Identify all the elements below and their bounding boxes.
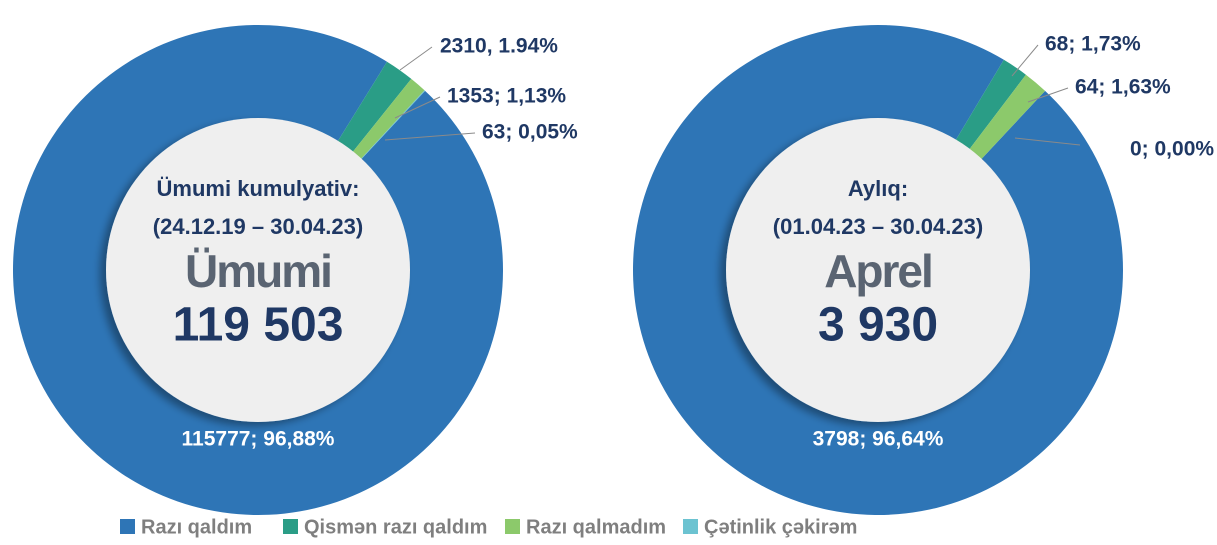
data-label: 63; 0,05% <box>482 121 578 144</box>
center-text: Aylıq: <box>848 176 908 201</box>
leader-line <box>399 46 433 71</box>
donut-slice <box>336 61 412 153</box>
legend-label: Çətinlik çəkirəm <box>704 516 857 538</box>
center-text: Ümumi kumulyativ: <box>157 176 360 201</box>
legend-swatch <box>283 519 298 534</box>
legend-swatch <box>505 519 520 534</box>
data-label: 3798; 96,64% <box>813 428 944 451</box>
legend-swatch <box>120 519 135 534</box>
leader-line <box>1014 137 1081 146</box>
data-label: 68; 1,73% <box>1045 33 1141 56</box>
center-text: (01.04.23 – 30.04.23) <box>773 214 983 239</box>
data-label: 1353; 1,13% <box>447 85 566 108</box>
center-text: Ümumi <box>185 245 331 297</box>
center-text: 3 930 <box>818 299 938 352</box>
data-label: 115777; 96,88% <box>182 428 335 451</box>
center-text: Aprel <box>824 245 932 297</box>
leader-line <box>394 96 441 119</box>
donut-hole <box>106 118 410 422</box>
center-text: (24.12.19 – 30.04.23) <box>153 214 363 239</box>
donut-slice <box>12 24 504 516</box>
donut-slice <box>968 74 1046 161</box>
donut-slice <box>359 90 426 161</box>
legend-label: Qismən razı qaldım <box>304 516 487 538</box>
legend-label: Razı qaldım <box>141 516 252 538</box>
legend-swatch <box>683 519 698 534</box>
donut-slice <box>351 78 425 160</box>
data-label: 64; 1,63% <box>1075 76 1171 99</box>
donut-slice <box>633 25 1124 516</box>
leader-line <box>1011 44 1039 77</box>
leader-line <box>384 132 476 141</box>
center-text: 119 503 <box>173 299 344 352</box>
donut-hole <box>726 118 1030 422</box>
donut-slice <box>955 59 1026 151</box>
data-label: 2310, 1.94% <box>440 35 558 58</box>
donut-slice <box>980 90 1046 161</box>
data-label: 0; 0,00% <box>1130 138 1214 161</box>
leader-line <box>1027 87 1069 103</box>
legend-label: Razı qalmadım <box>526 516 666 538</box>
